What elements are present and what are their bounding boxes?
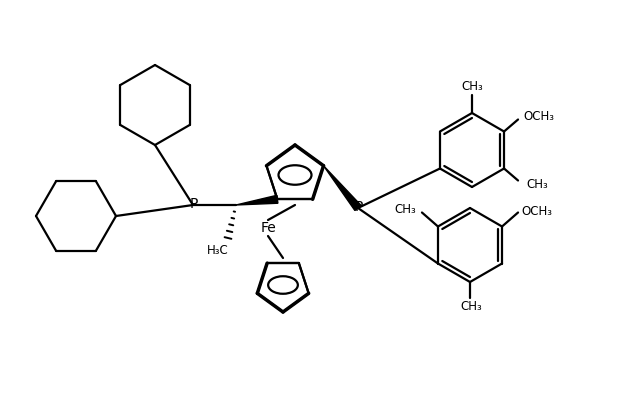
Text: OCH₃: OCH₃ [524,110,554,123]
Text: P: P [190,197,198,211]
Polygon shape [324,166,361,211]
Text: CH₃: CH₃ [460,301,482,313]
Polygon shape [236,195,278,205]
Text: OCH₃: OCH₃ [522,205,552,218]
Text: CH₃: CH₃ [526,178,548,191]
Text: Fe: Fe [260,221,276,235]
Text: CH₃: CH₃ [461,79,483,93]
Text: P: P [355,200,363,214]
Text: CH₃: CH₃ [394,203,416,216]
Text: H₃C: H₃C [207,244,229,256]
